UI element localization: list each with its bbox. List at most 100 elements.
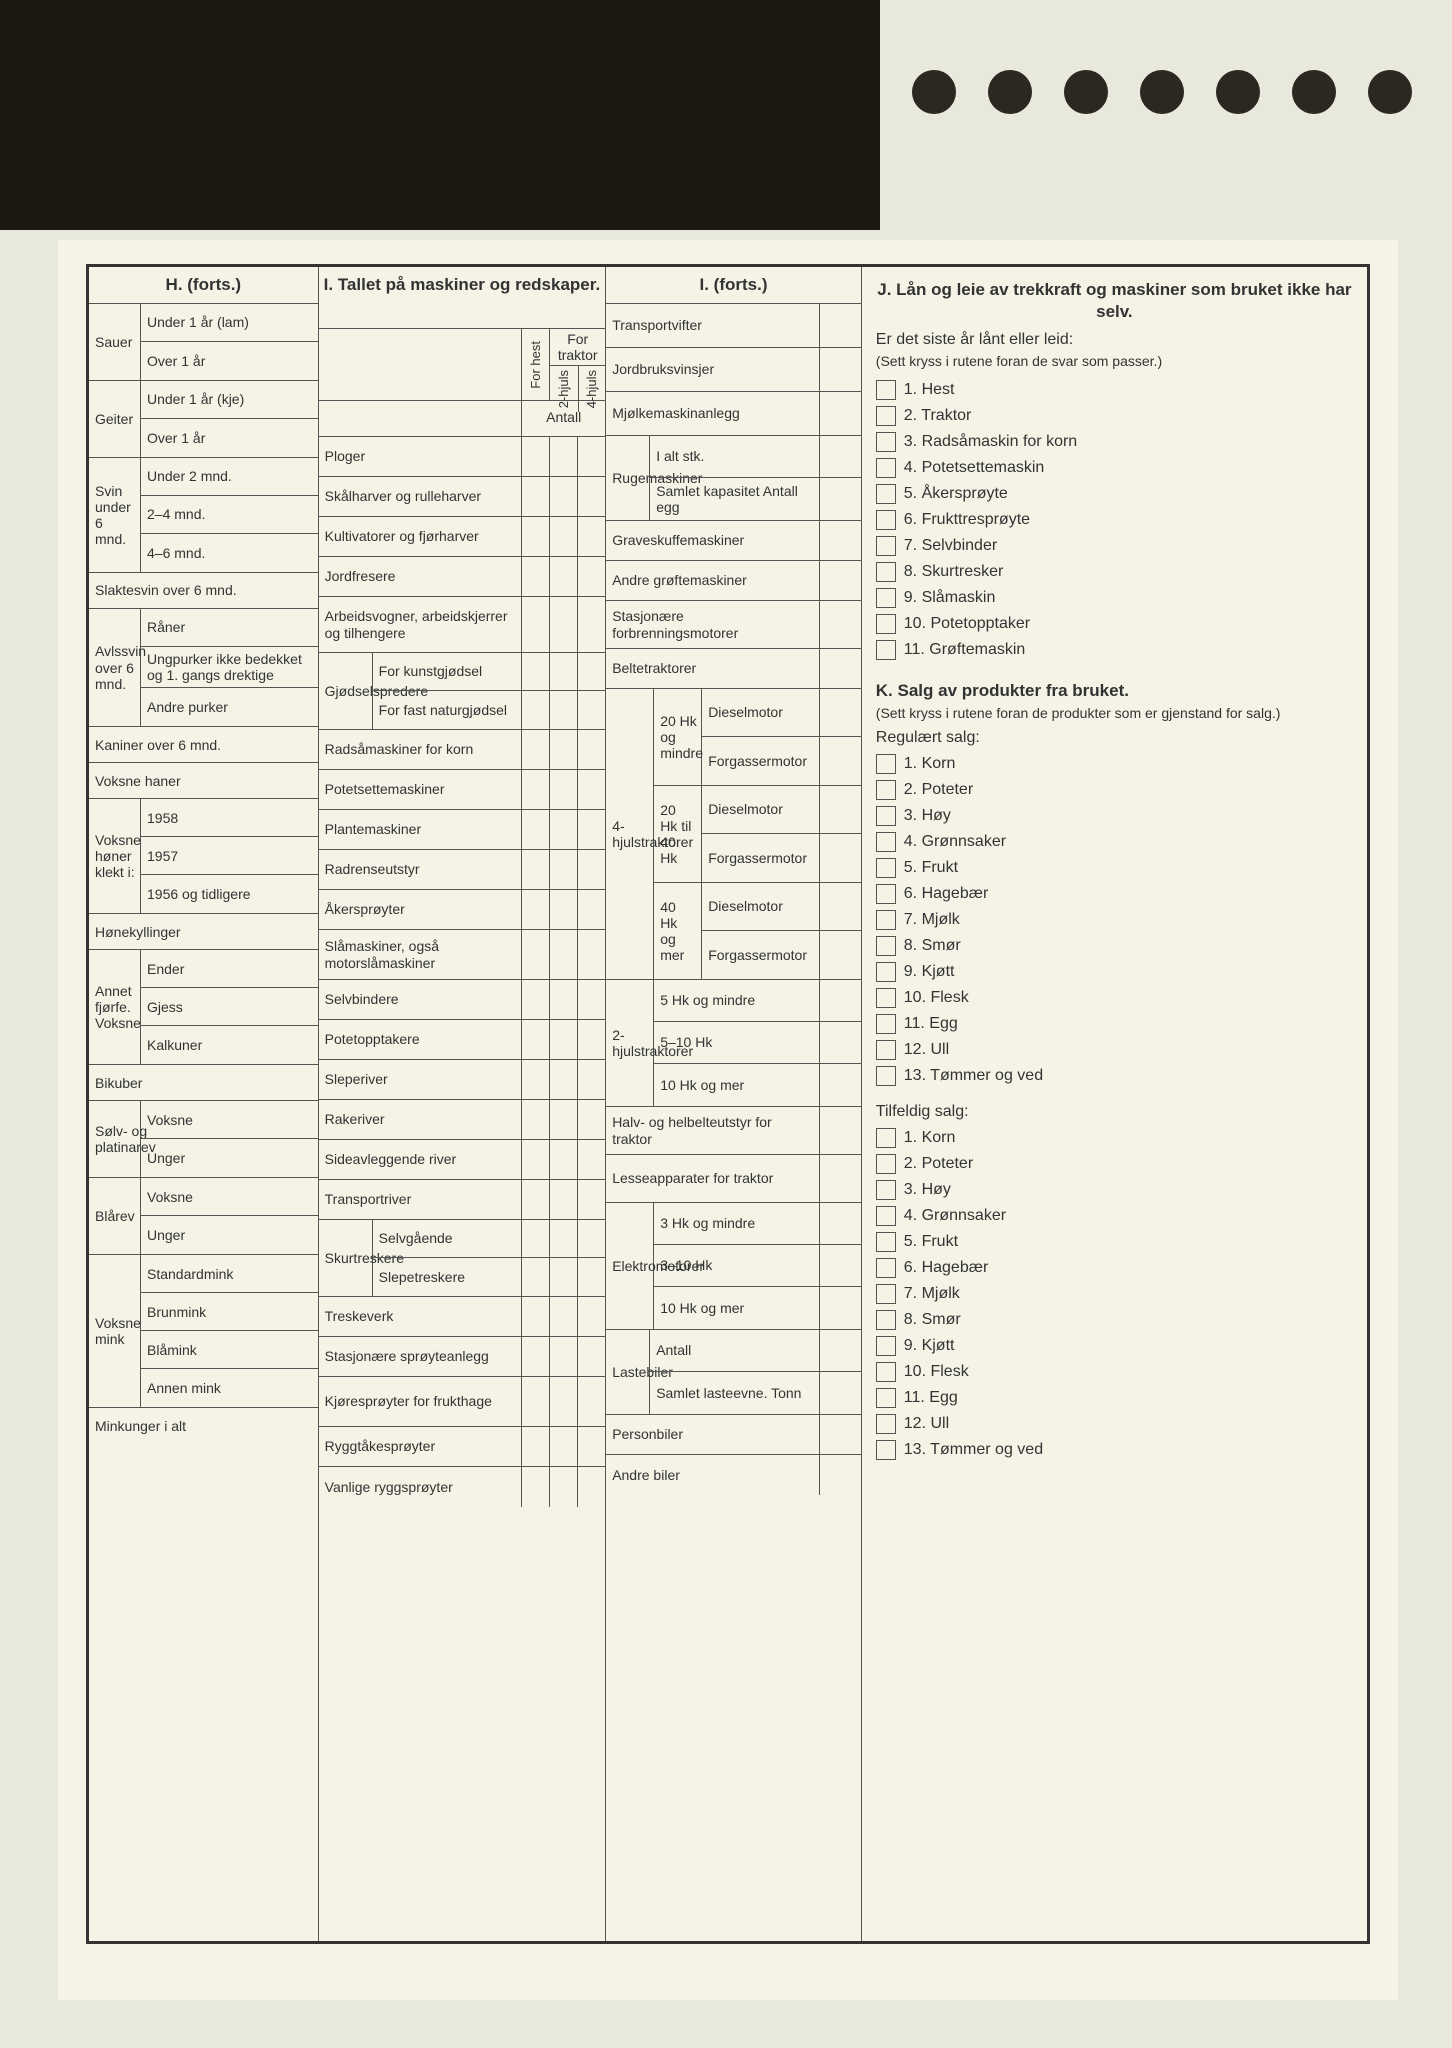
checkbox[interactable] xyxy=(876,562,896,582)
i2-row: Halv- og helbelteutstyr for traktor xyxy=(606,1107,819,1154)
i-row: Sideavleggende river xyxy=(319,1140,522,1179)
checkbox[interactable] xyxy=(876,1232,896,1252)
checklist-label: 8. Skurtresker xyxy=(904,563,1004,581)
k-tilf-label: Tilfeldig salg: xyxy=(876,1103,1353,1121)
k-regul-list: 1. Korn2. Poteter3. Høy4. Grønnsaker5. F… xyxy=(876,751,1353,1089)
section-i2-title: I. (forts.) xyxy=(606,267,861,304)
i2-subrow: Antall xyxy=(650,1330,819,1371)
checkbox[interactable] xyxy=(876,1336,896,1356)
checkbox[interactable] xyxy=(876,1258,896,1278)
i-group-label: Gjødselspredere xyxy=(319,653,373,729)
h-row: Under 1 år (kje) xyxy=(141,381,318,419)
h-row: Ungpurker ikke bedekket og 1. gangs drek… xyxy=(141,647,318,688)
i-row: Radsåmaskiner for korn xyxy=(319,730,522,769)
checkbox[interactable] xyxy=(876,910,896,930)
checkbox[interactable] xyxy=(876,806,896,826)
h-group-label: Voksne høner klekt i: xyxy=(89,799,141,913)
h-row: Voksne xyxy=(141,1178,318,1216)
checkbox[interactable] xyxy=(876,536,896,556)
h-row: Ender xyxy=(141,950,318,988)
motor-type: Forgassermotor xyxy=(702,931,819,979)
checkbox[interactable] xyxy=(876,1310,896,1330)
checklist-label: 4. Grønnsaker xyxy=(904,1207,1006,1225)
checklist-item: 1. Korn xyxy=(876,1125,1353,1151)
section-i-forts: I. (forts.) TransportvifterJordbruksvins… xyxy=(605,267,861,1941)
checkbox[interactable] xyxy=(876,1206,896,1226)
i-row: Radrenseutstyr xyxy=(319,850,522,889)
section-h-title: H. (forts.) xyxy=(89,267,318,304)
checkbox[interactable] xyxy=(876,432,896,452)
checkbox[interactable] xyxy=(876,1180,896,1200)
checklist-item: 1. Hest xyxy=(876,377,1353,403)
checkbox[interactable] xyxy=(876,1440,896,1460)
checklist-item: 11. Egg xyxy=(876,1011,1353,1037)
checkbox[interactable] xyxy=(876,1362,896,1382)
checkbox[interactable] xyxy=(876,1414,896,1434)
checklist-item: 3. Høy xyxy=(876,803,1353,829)
i2-group-label: 2-hjulstraktorer xyxy=(606,980,654,1106)
checklist-label: 12. Ull xyxy=(904,1041,949,1059)
checkbox[interactable] xyxy=(876,1014,896,1034)
i-group-label: Skurtreskere xyxy=(319,1220,373,1296)
checkbox[interactable] xyxy=(876,380,896,400)
i-row: Slåmaskiner, også motorslåmaskiner xyxy=(319,930,522,979)
motor-type: Forgassermotor xyxy=(702,737,819,785)
checklist-label: 3. Høy xyxy=(904,807,951,825)
checklist-label: 2. Poteter xyxy=(904,1155,973,1173)
checkbox[interactable] xyxy=(876,588,896,608)
checklist-label: 5. Åkersprøyte xyxy=(904,485,1008,503)
checklist-label: 13. Tømmer og ved xyxy=(904,1067,1043,1085)
checkbox[interactable] xyxy=(876,832,896,852)
i-row: Sleperiver xyxy=(319,1060,522,1099)
checkbox[interactable] xyxy=(876,640,896,660)
checklist-label: 3. Radsåmaskin for korn xyxy=(904,433,1077,451)
checkbox[interactable] xyxy=(876,1388,896,1408)
i-row: Treskeverk xyxy=(319,1297,522,1336)
i-subrow: For kunstgjødsel xyxy=(373,653,522,690)
checkbox[interactable] xyxy=(876,406,896,426)
checklist-label: 1. Korn xyxy=(904,1129,956,1147)
checkbox[interactable] xyxy=(876,484,896,504)
i2-row: Lesseapparater for traktor xyxy=(606,1155,819,1202)
checkbox[interactable] xyxy=(876,936,896,956)
checklist-item: 7. Selvbinder xyxy=(876,533,1353,559)
checklist-label: 10. Flesk xyxy=(904,1363,969,1381)
h-row: Råner xyxy=(141,609,318,647)
h-group-label: Svin under 6 mnd. xyxy=(89,458,141,572)
h-row: Kalkuner xyxy=(141,1026,318,1064)
h-row: Andre purker xyxy=(141,688,318,726)
i2-subrow: I alt stk. xyxy=(650,436,819,477)
checklist-item: 6. Hagebær xyxy=(876,881,1353,907)
checkbox[interactable] xyxy=(876,988,896,1008)
checkbox[interactable] xyxy=(876,858,896,878)
checklist-label: 7. Mjølk xyxy=(904,911,960,929)
form-table: H. (forts.) SauerUnder 1 år (lam)Over 1 … xyxy=(86,264,1370,1944)
checkbox[interactable] xyxy=(876,1040,896,1060)
checkbox[interactable] xyxy=(876,1154,896,1174)
checklist-item: 2. Poteter xyxy=(876,777,1353,803)
checklist-item: 9. Kjøtt xyxy=(876,959,1353,985)
checkbox[interactable] xyxy=(876,510,896,530)
checkbox[interactable] xyxy=(876,1128,896,1148)
checklist-label: 11. Egg xyxy=(904,1389,958,1407)
checkbox[interactable] xyxy=(876,884,896,904)
checkbox[interactable] xyxy=(876,1284,896,1304)
checklist-label: 11. Grøftemaskin xyxy=(904,641,1026,659)
checklist-label: 6. Frukttresprøyte xyxy=(904,511,1030,529)
checklist-label: 8. Smør xyxy=(904,937,961,955)
i2-subrow: Samlet kapasitet Antall egg xyxy=(650,478,819,520)
h-group-label: Geiter xyxy=(89,381,141,457)
checklist-label: 7. Selvbinder xyxy=(904,537,997,555)
checkbox[interactable] xyxy=(876,458,896,478)
h-row: Under 1 år (lam) xyxy=(141,304,318,342)
section-h: H. (forts.) SauerUnder 1 år (lam)Over 1 … xyxy=(86,267,318,1941)
i-row: Jordfresere xyxy=(319,557,522,596)
i2-row: Andre biler xyxy=(606,1455,819,1495)
checklist-label: 9. Kjøtt xyxy=(904,1337,955,1355)
checkbox[interactable] xyxy=(876,614,896,634)
checkbox[interactable] xyxy=(876,1066,896,1086)
checkbox[interactable] xyxy=(876,780,896,800)
h-group-label: Annet fjørfe. Voksne xyxy=(89,950,141,1064)
checkbox[interactable] xyxy=(876,754,896,774)
checkbox[interactable] xyxy=(876,962,896,982)
